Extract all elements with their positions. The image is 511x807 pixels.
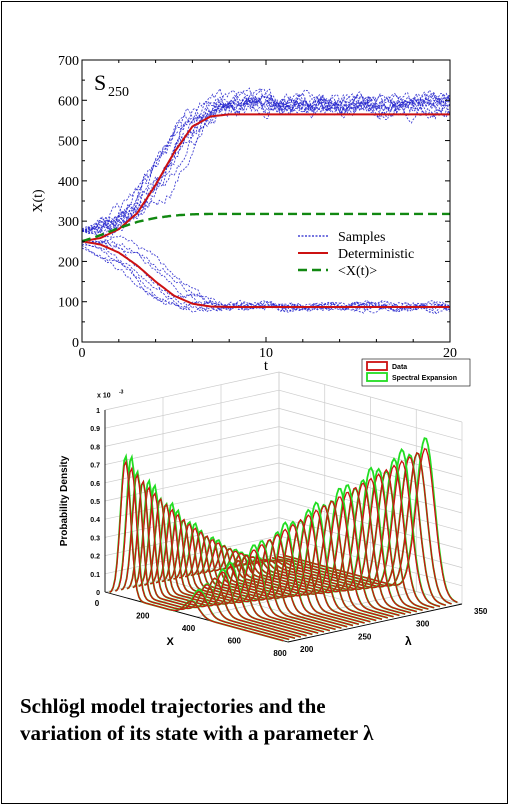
z-tick-label: 0.8 [90, 444, 100, 451]
y-tick-label: 0 [72, 336, 79, 351]
mean-line [82, 212, 450, 243]
data-curve [213, 500, 388, 619]
data-curve [173, 523, 348, 628]
y-tick-label: 200 [58, 255, 79, 270]
data-curve [242, 477, 417, 613]
sample-trajectory [82, 87, 450, 233]
data-curve [184, 523, 359, 625]
lambda-tick-label: 200 [300, 645, 314, 654]
legend: Data Spectral Expansion [361, 358, 471, 387]
legend-swatch [366, 361, 388, 371]
lambda-axis-line [287, 603, 463, 643]
data-curve [144, 497, 319, 634]
y-tick-label: 100 [58, 296, 79, 311]
chart-spectral-3d: 0 0.1 0.2 0.3 0.4 0.5 0.6 0.7 0.8 0.9 1 x 10 -3 0 200 4… [59, 358, 488, 658]
data-curve [126, 479, 301, 638]
x-tick-label: 0 [79, 346, 86, 361]
y-tick-label: 700 [58, 54, 79, 69]
grid-line [104, 499, 280, 538]
plot-area [82, 87, 450, 315]
lambda-axis-label: λ [405, 634, 412, 648]
caption-line-2: variation of its state with a parameter … [20, 721, 374, 745]
legend-label: Samples [338, 230, 385, 245]
y-tick-label: 300 [58, 215, 79, 230]
z-tick-label: 0.4 [90, 517, 100, 524]
sample-trajectory [82, 89, 450, 235]
data-curve [109, 459, 284, 642]
x-tick-label: 20 [443, 346, 457, 361]
legend-label: Data [392, 364, 407, 371]
z-axis-label: Probability Density [59, 455, 70, 546]
legend-label: <X(t)> [338, 264, 377, 279]
y-axis-label: X(t) [31, 189, 46, 213]
data-curve [115, 466, 290, 641]
z-tick-label: 0.5 [90, 499, 100, 506]
data-curve [132, 485, 307, 637]
x-axis-label: X [167, 636, 175, 648]
lambda-tick-label: 300 [416, 620, 430, 629]
caption-line-1: Schlögl model trajectories and the [20, 694, 326, 718]
data-curve [254, 468, 429, 610]
grid-line [104, 480, 280, 520]
sample-trajectory [82, 241, 450, 313]
data-curve [120, 473, 296, 639]
sample-trajectory [82, 240, 450, 314]
sample-trajectory [82, 92, 450, 239]
data-curve [167, 518, 342, 629]
chart-trajectories: 0 100 200 300 400 500 600 700 0 10 20 t X(t) S 250 Samp… [31, 54, 457, 374]
lambda-tick-label: 250 [358, 632, 372, 641]
z-tick-label: 0.1 [90, 572, 100, 579]
y-tick-label: 600 [58, 94, 79, 109]
y-tick-label: 400 [58, 175, 79, 190]
x-tick-label: 400 [182, 624, 196, 633]
z-tick-label: 0.2 [90, 554, 100, 561]
grid-line [104, 371, 280, 411]
z-tick-label: 0 [96, 590, 100, 597]
figure-caption: Schlögl model trajectories and the varia… [20, 693, 490, 747]
legend-swatch [366, 372, 388, 382]
z-tick-label: 0.3 [90, 535, 100, 542]
z-multiplier-exponent: -3 [119, 389, 124, 395]
z-tick-label: 0.9 [90, 426, 100, 433]
data-curve [277, 451, 452, 605]
lambda-tick-label: 350 [474, 607, 488, 616]
sample-trajectory [82, 93, 450, 234]
legend-label: Deterministic [338, 247, 414, 262]
grid-line [104, 389, 280, 429]
y-tick-label: 500 [58, 135, 79, 150]
z-tick-label: 0.7 [90, 463, 100, 470]
x-tick-label: 600 [228, 637, 242, 646]
panel-label-subscript: 250 [108, 85, 129, 100]
x-tick-label: 800 [273, 649, 287, 658]
x-tick-label: 10 [259, 346, 273, 361]
data-curve [237, 482, 412, 614]
grid-line [104, 444, 280, 484]
grid-line [104, 408, 280, 447]
grid-line [104, 426, 280, 465]
data-curve [155, 508, 330, 632]
sample-trajectory [82, 88, 450, 235]
x-tick-label: 0 [95, 599, 100, 608]
z-tick-label: 0.6 [90, 481, 100, 488]
z-multiplier: x 10 [97, 392, 111, 399]
curves [109, 437, 458, 642]
panel-label: S [94, 70, 106, 95]
data-curve [190, 518, 365, 624]
deterministic-line [82, 240, 450, 308]
x-tick-label: 200 [136, 612, 150, 621]
z-tick-label: 1 [96, 408, 100, 415]
deterministic-line [82, 113, 450, 243]
x-axis-label: t [264, 358, 269, 374]
legend-label: Spectral Expansion [392, 375, 457, 382]
